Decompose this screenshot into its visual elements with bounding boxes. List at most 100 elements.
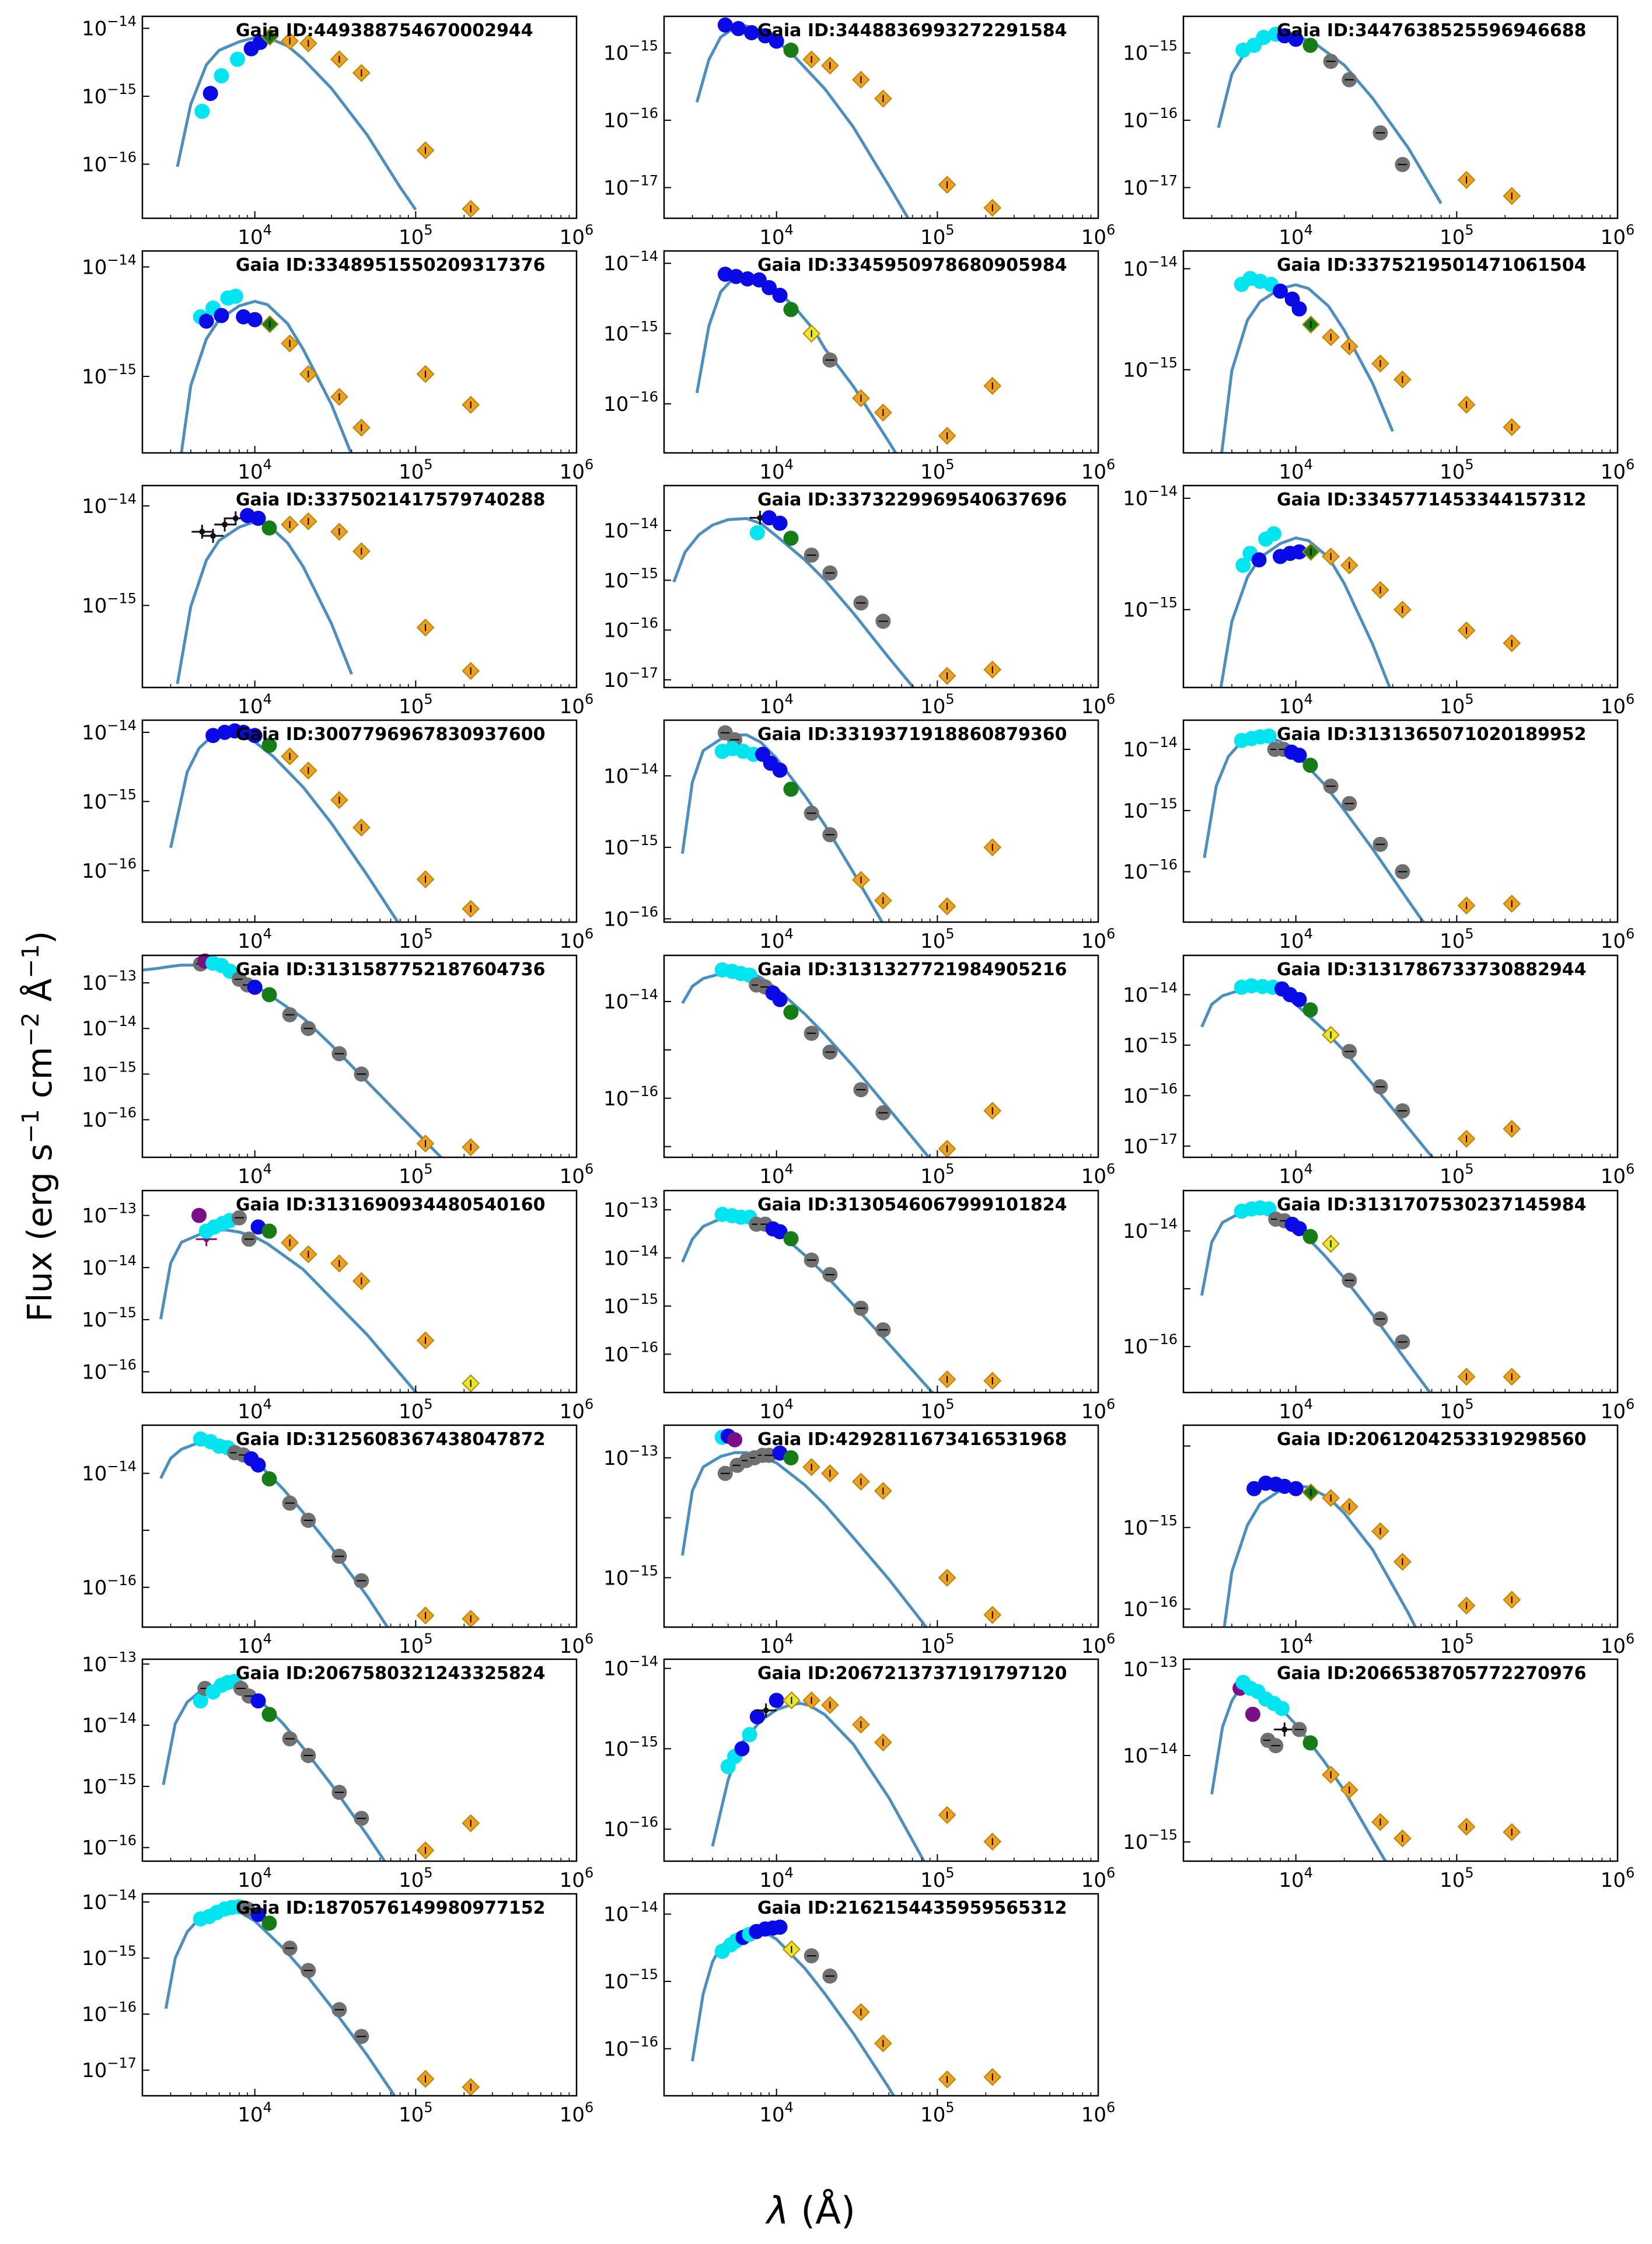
photometry-point: [1291, 301, 1307, 317]
x-tick-label: 106: [1601, 1161, 1635, 1188]
photometry-point: [1281, 1726, 1288, 1733]
photometry-point: [1291, 748, 1307, 763]
photometry-point: [757, 28, 773, 44]
y-tick-label: 10−15: [82, 1304, 137, 1332]
x-tick-label: 105: [1440, 1396, 1474, 1423]
photometry-point: [749, 1709, 765, 1725]
photometry-point: [772, 288, 788, 303]
sed-panel-6: 104 105 106 10−14 10−15 Gaia ID:3375219501471…: [1123, 250, 1634, 484]
panel-frame: [1182, 1424, 1619, 1628]
photometry-point: [783, 1004, 799, 1020]
x-tick-label: 104: [238, 1396, 272, 1423]
x-tick-label: 106: [1081, 691, 1116, 718]
sed-panel-25: 104 105 106 10−14 10−15 10−16 10−17 Gaia ID:187…: [82, 1887, 593, 2127]
photometry-point: [1277, 1478, 1293, 1494]
y-tick-label: 10−16: [603, 389, 658, 416]
y-tick-label: 10−14: [603, 986, 658, 1014]
photometry-point: [783, 42, 799, 58]
y-tick-label: 10−16: [82, 1833, 137, 1860]
y-tick-label: 10−15: [603, 1733, 658, 1761]
panel-frame: [663, 1424, 1099, 1628]
photometry-point: [205, 728, 221, 744]
x-tick-label: 104: [238, 1161, 272, 1188]
photometry-point: [261, 738, 277, 753]
sed-panel-14: 104 105 106 10−14 10−16 Gaia ID:3131327721984…: [603, 954, 1115, 1188]
panel-frame: [663, 1189, 1099, 1394]
model-curve: [1210, 1686, 1388, 1861]
x-tick-label: 105: [920, 222, 955, 249]
y-tick-label: 10−15: [82, 361, 137, 389]
photometry-point: [261, 1915, 277, 1931]
photometry-point: [757, 515, 763, 521]
photometry-point: [261, 1223, 277, 1239]
sed-panel-9: 104 105 106 10−14 10−15 Gaia ID:3345771453344…: [1123, 483, 1634, 718]
model-curve: [159, 1439, 389, 1627]
photometry-point: [749, 525, 765, 540]
model-curve: [1220, 283, 1394, 453]
x-tick-label: 104: [1279, 926, 1313, 953]
photometry-point: [250, 1693, 266, 1709]
x-tick-label: 104: [1279, 1161, 1313, 1188]
sed-panel-10: 104 105 106 10−14 10−15 10−16 Gaia ID:30077969…: [82, 717, 593, 953]
photometry-point: [783, 302, 799, 317]
photometry-point: [1245, 1706, 1260, 1722]
panel-title: Gaia ID:3345950978680905984: [757, 255, 1067, 275]
panel-title: Gaia ID:4292811673416531968: [757, 1429, 1067, 1450]
photometry-point: [1251, 552, 1267, 568]
y-tick-label: 10−14: [82, 1887, 137, 1914]
x-tick-label: 104: [759, 691, 794, 718]
panel-title: Gaia ID:3131690934480540160: [236, 1195, 546, 1215]
model-curve: [176, 520, 353, 685]
y-tick-label: 10−15: [1123, 354, 1178, 382]
x-tick-label: 106: [1081, 926, 1116, 953]
panel-title: Gaia ID:2162154435959565312: [757, 1898, 1067, 1918]
x-tick-label: 106: [1081, 222, 1116, 249]
x-tick-label: 104: [238, 456, 272, 484]
panel-title: Gaia ID:3345771453344157312: [1277, 490, 1587, 510]
x-tick-label: 105: [1440, 456, 1474, 484]
model-curve: [680, 733, 884, 922]
x-tick-label: 106: [560, 1631, 594, 1658]
model-curve: [681, 1215, 935, 1393]
panel-frame: [663, 1893, 1099, 2097]
x-tick-label: 106: [1601, 926, 1635, 953]
x-tick-label: 105: [399, 456, 433, 484]
photometry-point: [247, 728, 263, 744]
y-axis-label: Flux (erg s−1 cm−2 Å−1): [18, 931, 60, 1322]
x-tick-label: 104: [1279, 1631, 1313, 1658]
panel-title: Gaia ID:3130546067999101824: [757, 1195, 1067, 1215]
sed-panel-24: 104 105 106 10−13 10−14 10−15 Gaia ID:20665387…: [1123, 1654, 1634, 1892]
photometry-point: [1272, 283, 1288, 299]
x-tick-label: 105: [1440, 926, 1474, 953]
x-tick-label: 106: [560, 1161, 594, 1188]
photometry-point: [762, 280, 777, 295]
panel-title: Gaia ID:3375219501471061504: [1277, 255, 1587, 275]
x-tick-label: 106: [1601, 1396, 1635, 1423]
x-tick-label: 106: [560, 1396, 594, 1423]
y-tick-label: 10−15: [603, 832, 658, 860]
panel-title: Gaia ID:3131365071020189952: [1277, 724, 1587, 745]
sed-panel-11: 104 105 106 10−14 10−15 10−16 Gaia ID:33193719…: [603, 719, 1116, 953]
x-tick-label: 104: [238, 691, 272, 718]
sed-panel-21: 104 105 106 10−15 10−16 Gaia ID:2061204253319…: [1123, 1424, 1635, 1658]
photometry-point: [1261, 728, 1277, 744]
x-tick-label: 106: [560, 222, 594, 249]
x-tick-label: 106: [1601, 691, 1635, 718]
y-tick-label: 10−14: [1123, 253, 1178, 281]
x-tick-label: 106: [560, 2099, 594, 2127]
x-tick-label: 104: [759, 222, 794, 249]
photometry-point: [236, 309, 252, 324]
sed-panel-2: 104 105 106 10−15 10−16 10−17 Gaia ID:34488369…: [603, 15, 1116, 249]
panel-frame: [1182, 15, 1619, 219]
x-tick-label: 104: [238, 926, 272, 953]
y-tick-label: 10−13: [82, 968, 137, 995]
x-tick-label: 104: [1279, 691, 1313, 718]
x-tick-label: 106: [1081, 1631, 1116, 1658]
y-tick-label: 10−15: [82, 1943, 137, 1970]
x-tick-label: 106: [1601, 1631, 1635, 1658]
panel-frame: [663, 954, 1099, 1158]
photometry-point: [261, 520, 277, 536]
photometry-point: [763, 1707, 769, 1713]
photometry-point: [250, 1457, 266, 1473]
